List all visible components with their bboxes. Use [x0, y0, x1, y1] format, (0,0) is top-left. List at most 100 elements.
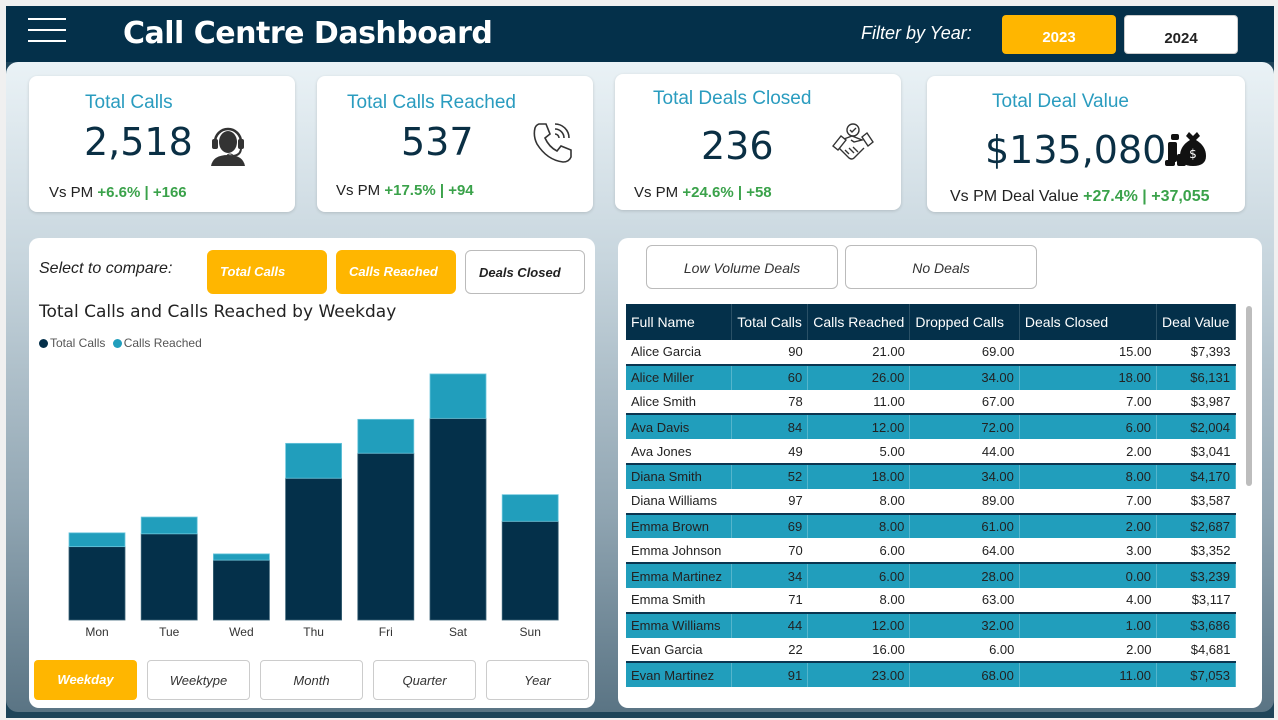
kpi-card-total-deal-value: Total Deal Value $135,080 $ Vs PM Deal V… [927, 76, 1245, 212]
bar-calls-reached-sun[interactable] [501, 494, 559, 522]
kpi-pct-change: +24.6% [682, 184, 734, 201]
cell-deal-value: $6,131 [1156, 363, 1236, 390]
cell-full-name: Diana Williams [626, 488, 732, 514]
cell-deals-closed: 1.00 [1019, 611, 1157, 638]
table-row[interactable]: Evan Garcia 22 16.00 6.00 2.00 $4,681 [626, 637, 1236, 663]
bar-total-calls-fri[interactable] [357, 452, 415, 621]
table-row[interactable]: Emma Williams 44 12.00 32.00 1.00 $3,686 [626, 611, 1236, 638]
table-scrollbar[interactable] [1246, 306, 1252, 486]
svg-text:$: $ [1189, 147, 1197, 161]
bar-total-calls-sat[interactable] [429, 417, 487, 621]
column-header-full-name[interactable]: Full Name [626, 304, 733, 340]
axis-quarter-button[interactable]: Quarter [373, 660, 476, 700]
table-row[interactable]: Alice Smith 78 11.00 67.00 7.00 $3,987 [626, 389, 1236, 415]
cell-total-calls: 97 [731, 488, 808, 514]
cell-dropped-calls: 67.00 [909, 389, 1020, 415]
column-header-dropped-calls[interactable]: Dropped Calls [909, 304, 1020, 340]
cell-dropped-calls: 34.00 [909, 363, 1020, 390]
kpi-separator: | [737, 184, 743, 201]
bar-total-calls-sun[interactable] [501, 520, 559, 621]
table-row[interactable]: Emma Johnson 70 6.00 64.00 3.00 $3,352 [626, 538, 1236, 564]
kpi-title: Total Calls Reached [347, 92, 516, 113]
kpi-delta: +166 [152, 184, 187, 201]
kpi-comparison-label: Vs PM [336, 182, 381, 199]
money-bag-icon: $ [1165, 128, 1207, 173]
bar-total-calls-mon[interactable] [68, 546, 126, 621]
table-panel: Low Volume Deals No Deals Full Name Tota… [618, 238, 1262, 708]
bar-calls-reached-thu[interactable] [285, 442, 343, 479]
compare-total-calls-button[interactable]: Total Calls [207, 250, 327, 294]
cell-full-name: Evan Martinez [626, 661, 733, 688]
cell-deal-value: $7,053 [1156, 661, 1236, 688]
kpi-value: $135,080 [985, 128, 1167, 172]
cell-calls-reached: 16.00 [807, 637, 910, 663]
table-row[interactable]: Emma Smith 71 8.00 63.00 4.00 $3,117 [626, 587, 1236, 613]
cell-deal-value: $3,352 [1156, 538, 1236, 564]
table-row[interactable]: Alice Miller 60 26.00 34.00 18.00 $6,131 [626, 363, 1236, 390]
bar-total-calls-tue[interactable] [140, 533, 198, 621]
headset-agent-icon [207, 120, 249, 171]
cell-full-name: Ava Davis [626, 413, 733, 440]
cell-deal-value: $4,681 [1156, 637, 1236, 663]
column-header-total-calls[interactable]: Total Calls [731, 304, 809, 340]
cell-deals-closed: 7.00 [1019, 389, 1157, 415]
kpi-card-total-calls-reached: Total Calls Reached 537 Vs PM +17.5% | +… [317, 76, 593, 212]
agent-table: Full Name Total Calls Calls Reached Drop… [626, 304, 1236, 696]
year-2023-button[interactable]: 2023 [1002, 15, 1116, 54]
kpi-delta: +58 [746, 184, 772, 201]
canvas: Total Calls 2,518 Vs PM +6.6% | +166 [6, 62, 1274, 712]
bar-calls-reached-mon[interactable] [68, 532, 126, 548]
low-volume-deals-button[interactable]: Low Volume Deals [646, 245, 838, 289]
cell-total-calls: 49 [731, 439, 808, 464]
cell-calls-reached: 6.00 [807, 538, 910, 564]
axis-month-button[interactable]: Month [260, 660, 363, 700]
cell-deal-value: $3,587 [1156, 488, 1236, 514]
kpi-separator: | [144, 184, 149, 201]
x-tick-label: Tue [159, 625, 180, 639]
table-row[interactable]: Ava Jones 49 5.00 44.00 2.00 $3,041 [626, 439, 1236, 464]
stacked-bar-chart: Mon Tue Wed Thu Fri Sat Sun [68, 373, 559, 639]
compare-calls-reached-button[interactable]: Calls Reached [336, 250, 456, 294]
kpi-pct-change: +27.4% [1083, 188, 1138, 205]
table-row[interactable]: Diana Williams 97 8.00 89.00 7.00 $3,587 [626, 488, 1236, 514]
cell-dropped-calls: 28.00 [909, 562, 1020, 588]
cell-total-calls: 70 [731, 538, 808, 564]
cell-deals-closed: 6.00 [1019, 413, 1157, 440]
cell-deals-closed: 7.00 [1019, 488, 1157, 514]
chart-legend: Total Calls Calls Reached [39, 336, 202, 350]
no-deals-button[interactable]: No Deals [845, 245, 1037, 289]
cell-total-calls: 44 [731, 611, 809, 638]
bar-calls-reached-sat[interactable] [429, 373, 487, 419]
handshake-icon [831, 120, 875, 169]
bar-calls-reached-tue[interactable] [140, 516, 198, 535]
bar-total-calls-thu[interactable] [285, 477, 343, 621]
year-2024-button[interactable]: 2024 [1124, 15, 1238, 54]
cell-deal-value: $7,393 [1156, 340, 1236, 365]
cell-calls-reached: 12.00 [807, 611, 911, 638]
x-tick-label: Wed [229, 625, 253, 639]
compare-deals-closed-button[interactable]: Deals Closed [465, 250, 585, 294]
table-row[interactable]: Diana Smith 52 18.00 34.00 8.00 $4,170 [626, 462, 1236, 489]
bar-calls-reached-fri[interactable] [357, 418, 415, 454]
hamburger-menu-icon[interactable] [28, 18, 66, 44]
kpi-delta: +94 [448, 182, 474, 199]
table-row[interactable]: Evan Martinez 91 23.00 68.00 11.00 $7,053 [626, 661, 1236, 688]
bar-calls-reached-wed[interactable] [212, 553, 270, 561]
table-row[interactable]: Emma Martinez 34 6.00 28.00 0.00 $3,239 [626, 562, 1236, 588]
bar-total-calls-wed[interactable] [212, 559, 270, 621]
axis-year-button[interactable]: Year [486, 660, 589, 700]
kpi-comparison-label: Vs PM [49, 184, 94, 201]
table-row[interactable]: Emma Brown 69 8.00 61.00 2.00 $2,687 [626, 512, 1236, 539]
table-row[interactable]: Alice Garcia 90 21.00 69.00 15.00 $7,393 [626, 340, 1236, 365]
column-header-deals-closed[interactable]: Deals Closed [1019, 304, 1157, 340]
column-header-calls-reached[interactable]: Calls Reached [807, 304, 911, 340]
cell-total-calls: 78 [731, 389, 808, 415]
axis-weektype-button[interactable]: Weektype [147, 660, 250, 700]
column-header-deal-value[interactable]: Deal Value [1156, 304, 1236, 340]
cell-dropped-calls: 64.00 [909, 538, 1020, 564]
legend-dot-calls-reached [112, 339, 122, 349]
axis-weekday-button[interactable]: Weekday [34, 660, 137, 700]
cell-dropped-calls: 72.00 [909, 413, 1020, 440]
table-row[interactable]: Ava Davis 84 12.00 72.00 6.00 $2,004 [626, 413, 1236, 440]
cell-dropped-calls: 6.00 [909, 637, 1020, 663]
